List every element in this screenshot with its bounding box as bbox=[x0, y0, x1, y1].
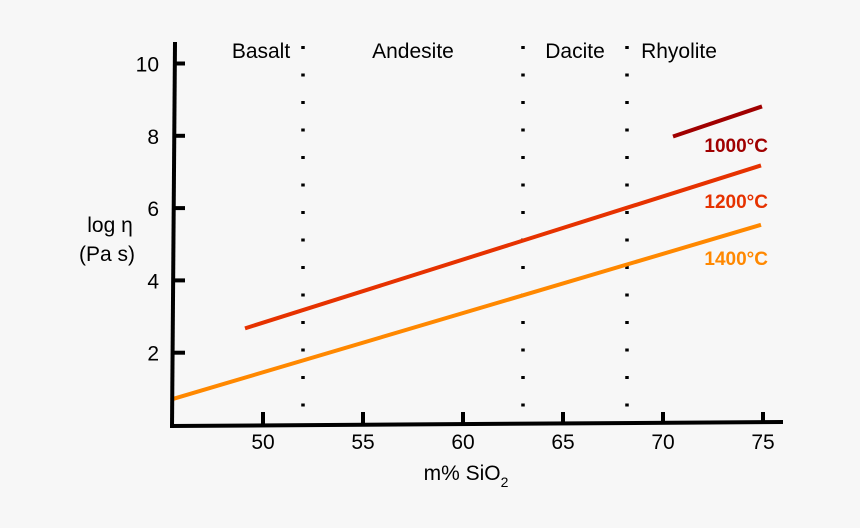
series-line-1000c bbox=[672, 104, 763, 139]
x-tick-label: 60 bbox=[451, 431, 474, 454]
y-tick-label: 10 bbox=[136, 54, 159, 77]
x-tick-label: 75 bbox=[751, 431, 774, 454]
series-label-1200c: 1200°C bbox=[704, 192, 768, 213]
y-axis bbox=[170, 41, 177, 429]
x-tick-label: 50 bbox=[251, 431, 274, 454]
x-axis bbox=[169, 420, 784, 428]
x-axis-label: m% SiO2 bbox=[424, 462, 509, 490]
region-label-dacite: Dacite bbox=[545, 40, 605, 63]
region-label-basalt: Basalt bbox=[232, 40, 291, 63]
y-axis-label-line1: log η bbox=[87, 214, 133, 237]
y-tick-label: 8 bbox=[147, 126, 159, 149]
y-tick-label: 6 bbox=[147, 198, 159, 221]
x-tick-label: 65 bbox=[551, 431, 574, 454]
region-label-andesite: Andesite bbox=[372, 40, 454, 63]
y-axis-label-line2: (Pa s) bbox=[79, 243, 135, 266]
x-tick-label: 70 bbox=[651, 431, 674, 454]
series-line-1200c bbox=[244, 163, 762, 331]
region-label-rhyolite: Rhyolite bbox=[641, 40, 717, 63]
series-label-1000c: 1000°C bbox=[704, 136, 768, 157]
y-tick-label: 4 bbox=[147, 270, 159, 293]
series-line-1400c bbox=[172, 222, 762, 401]
y-tick-label: 2 bbox=[147, 343, 159, 366]
x-tick-label: 55 bbox=[351, 431, 374, 454]
series-label-1400c: 1400°C bbox=[704, 249, 768, 270]
